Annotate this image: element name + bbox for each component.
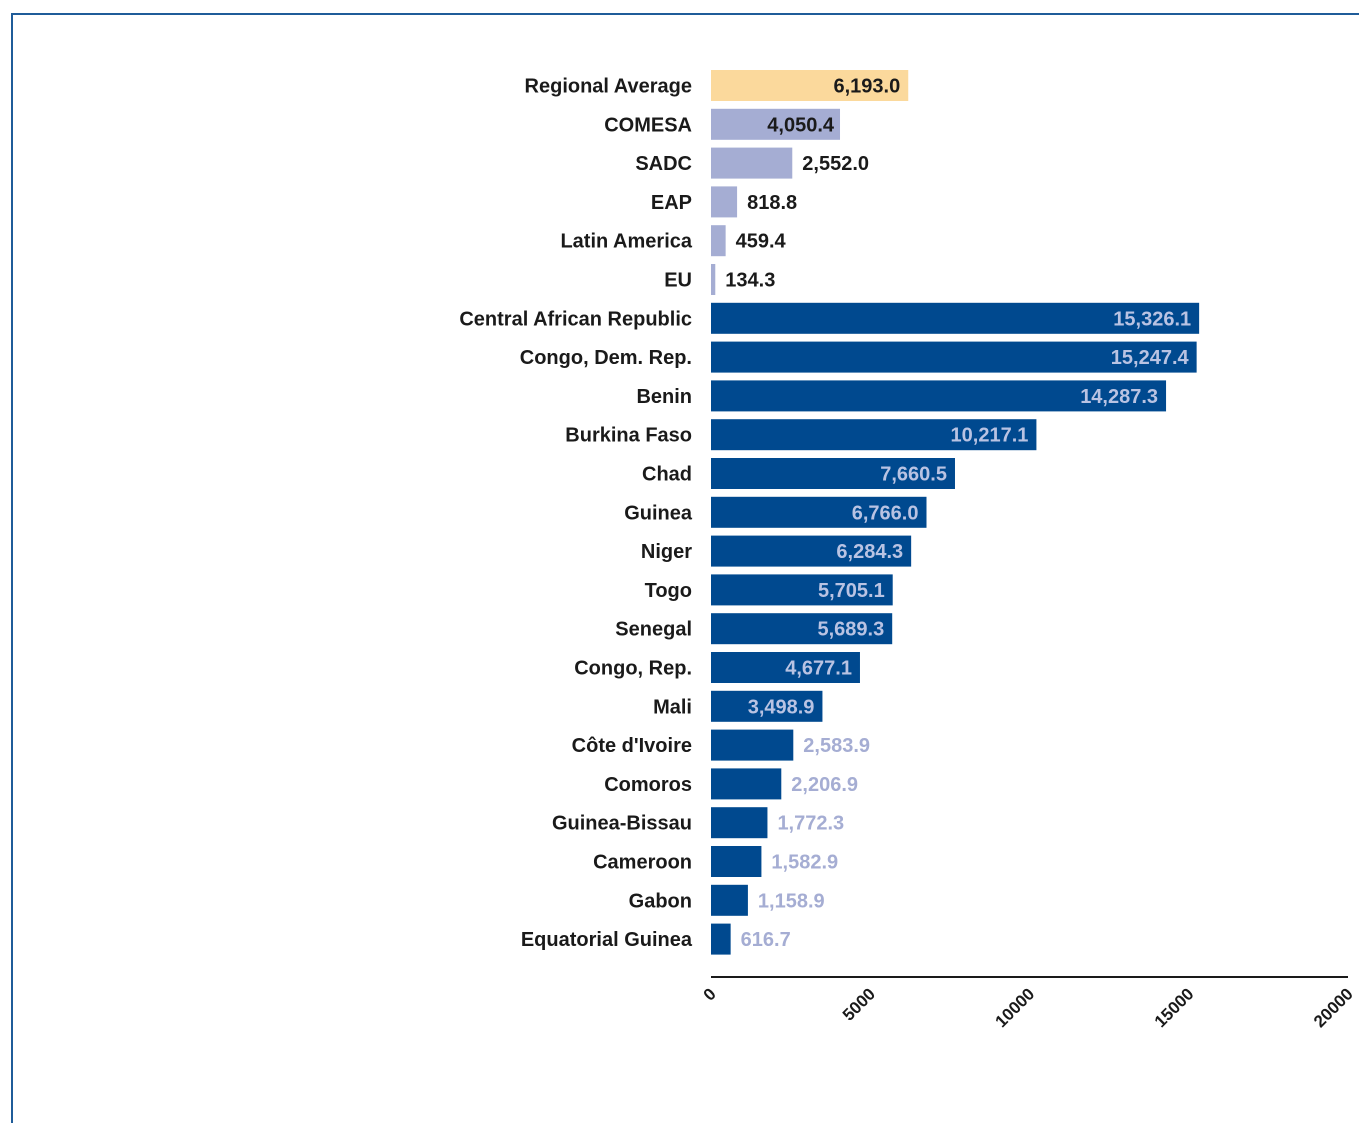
value-label-equatorial-guinea: 616.7 (741, 929, 791, 951)
category-label-togo: Togo (645, 580, 692, 602)
category-label-comoros: Comoros (604, 774, 692, 796)
value-label-comesa: 4,050.4 (767, 114, 835, 136)
bar-comesa (711, 108, 841, 140)
value-label-regional-average: 6,193.0 (834, 76, 901, 98)
category-label-guinea: Guinea (624, 502, 693, 524)
category-label-burkina-faso: Burkina Faso (565, 425, 692, 447)
category-label-chad: Chad (642, 464, 692, 486)
category-label-guinea-bissau: Guinea-Bissau (552, 813, 692, 835)
bar-sadc (711, 147, 793, 179)
x-tick-label-0: 0 (700, 984, 720, 1004)
x-tick-label-5000: 5000 (839, 984, 879, 1024)
value-label-benin: 14,287.3 (1080, 386, 1158, 408)
value-label-cameroon: 1,582.9 (771, 852, 838, 874)
category-label-eap: EAP (651, 192, 692, 214)
category-label-niger: Niger (641, 541, 692, 563)
bar-eap (711, 186, 738, 218)
category-label-central-african-republic: Central African Republic (459, 308, 692, 330)
bar-central-african-republic (711, 302, 1200, 334)
bar-senegal (711, 613, 893, 645)
bar-comoros (711, 768, 782, 800)
category-label-gabon: Gabon (629, 890, 692, 912)
value-label-togo: 5,705.1 (818, 580, 885, 602)
value-label-cote-d-ivoire: 2,583.9 (803, 735, 870, 757)
bar-guinea-bissau (711, 807, 768, 839)
value-label-senegal: 5,689.3 (817, 619, 884, 641)
category-label-sadc: SADC (635, 153, 692, 175)
value-label-eap: 818.8 (747, 192, 797, 214)
value-label-congo-dem-rep: 15,247.4 (1111, 347, 1190, 369)
value-label-niger: 6,284.3 (836, 541, 903, 563)
value-label-gabon: 1,158.9 (758, 890, 825, 912)
bar-cote-d-ivoire (711, 729, 794, 761)
value-label-guinea: 6,766.0 (852, 502, 919, 524)
category-label-cameroon: Cameroon (593, 852, 692, 874)
value-label-burkina-faso: 10,217.1 (951, 425, 1029, 447)
category-label-benin: Benin (636, 386, 692, 408)
value-label-chad: 7,660.5 (880, 464, 947, 486)
bar-mali (711, 690, 823, 722)
category-label-equatorial-guinea: Equatorial Guinea (521, 929, 693, 951)
value-label-latin-america: 459.4 (736, 231, 787, 253)
value-label-eu: 134.3 (725, 270, 775, 292)
category-label-latin-america: Latin America (560, 231, 692, 253)
category-label-congo-dem-rep: Congo, Dem. Rep. (520, 347, 692, 369)
category-label-cote-d-ivoire: Côte d'Ivoire (572, 735, 692, 757)
category-label-regional-average: Regional Average (525, 76, 692, 98)
bar-congo-dem-rep (711, 341, 1197, 373)
bar-eu (711, 264, 716, 295)
value-label-congo-rep: 4,677.1 (785, 658, 852, 680)
x-tick-label-15000: 15000 (1151, 984, 1198, 1031)
x-tick-label-10000: 10000 (991, 984, 1038, 1031)
bar-latin-america (711, 225, 726, 257)
bar-guinea (711, 496, 927, 528)
bar-togo (711, 574, 893, 606)
x-tick-label-20000: 20000 (1310, 984, 1357, 1031)
value-label-central-african-republic: 15,326.1 (1113, 308, 1191, 330)
category-label-congo-rep: Congo, Rep. (574, 658, 692, 680)
value-label-guinea-bissau: 1,772.3 (777, 813, 844, 835)
bar-gabon (711, 884, 748, 916)
value-label-comoros: 2,206.9 (791, 774, 858, 796)
bar-cameroon (711, 846, 762, 877)
bar-benin (711, 380, 1167, 412)
chart-frame (11, 13, 1359, 1123)
value-label-mali: 3,498.9 (748, 696, 815, 718)
category-label-mali: Mali (653, 696, 692, 718)
bars-group (711, 70, 1200, 955)
category-label-eu: EU (664, 270, 692, 292)
bar-equatorial-guinea (711, 923, 731, 955)
category-label-senegal: Senegal (615, 619, 692, 641)
x-axis-tick-labels: 0 5000 10000 15000 20000 (700, 984, 1357, 1031)
category-labels: Regional Average COMESA SADC EAP Latin Ameri… (459, 76, 693, 952)
bar-niger (711, 535, 912, 567)
bar-congo-rep (711, 652, 860, 683)
bar-burkina-faso (711, 419, 1037, 451)
bar-regional-average (711, 70, 909, 101)
value-label-sadc: 2,552.0 (802, 153, 869, 175)
bar-chad (711, 458, 955, 489)
category-label-comesa: COMESA (604, 114, 692, 136)
